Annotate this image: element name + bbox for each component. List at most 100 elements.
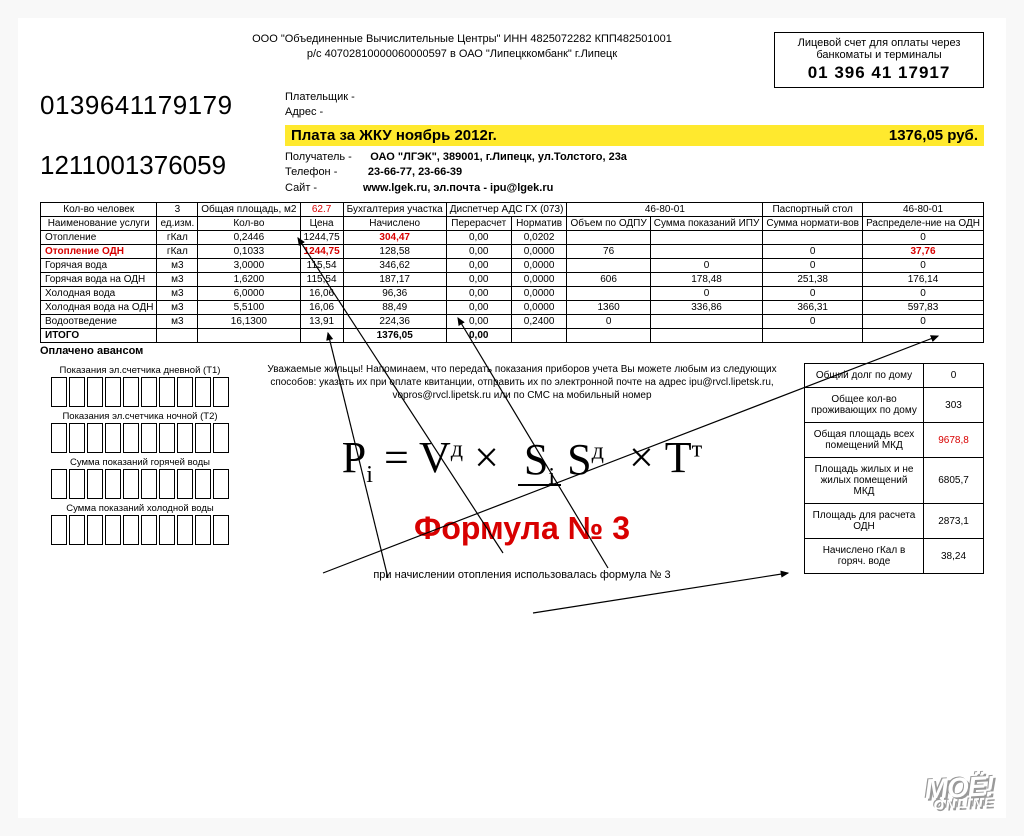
table-row: Водоотведением316,130013,91224,360,000,2… [41, 315, 984, 329]
meter-cell[interactable] [159, 423, 175, 453]
meter-cell[interactable] [141, 469, 157, 499]
meter-cell[interactable] [87, 469, 103, 499]
side-row: Площадь для расчета ОДН2873,1 [805, 504, 984, 539]
cell-norm: 0,0202 [511, 231, 567, 245]
cell-name: Горячая вода [41, 259, 157, 273]
th-disp-v: 46-80-01 [567, 203, 763, 217]
meter-cell[interactable] [177, 377, 193, 407]
meter-cell[interactable] [105, 377, 121, 407]
meter-cell[interactable] [159, 515, 175, 545]
cell-name: Горячая вода на ОДН [41, 273, 157, 287]
meter-cell[interactable] [141, 515, 157, 545]
meter-cell[interactable] [69, 423, 85, 453]
meter-cell[interactable] [105, 515, 121, 545]
meter-cell[interactable] [123, 377, 139, 407]
account-box: Лицевой счет для оплаты через банкоматы … [774, 32, 984, 88]
cell-name: Холодная вода на ОДН [41, 301, 157, 315]
meter-cell[interactable] [69, 377, 85, 407]
cell-ipu: 0 [650, 259, 763, 273]
col-6: Норматив [511, 217, 567, 231]
meter-hot-label: Сумма показаний горячей воды [40, 457, 240, 468]
total-label: ИТОГО [41, 329, 157, 343]
cell-odpu [567, 287, 650, 301]
phone-label: Телефон - [285, 166, 337, 178]
meter-cell[interactable] [159, 469, 175, 499]
meters-block: Показания эл.счетчика дневной (Т1) Показ… [40, 363, 240, 581]
meter-cell[interactable] [177, 515, 193, 545]
cell-unit: гКал [157, 245, 198, 259]
meter-cell[interactable] [213, 423, 229, 453]
org-block: ООО "Объединенные Вычислительные Центры"… [40, 32, 774, 88]
meter-cell[interactable] [123, 423, 139, 453]
cell-price: 115,54 [300, 259, 343, 273]
cell-charged: 128,58 [343, 245, 446, 259]
cell-unit: м3 [157, 273, 198, 287]
meter-cell[interactable] [123, 469, 139, 499]
meter-cell[interactable] [69, 469, 85, 499]
cell-qty: 1,6200 [198, 273, 300, 287]
cell-charged: 96,36 [343, 287, 446, 301]
meter-cell[interactable] [87, 515, 103, 545]
cell-odpu: 1360 [567, 301, 650, 315]
cell-norm: 0,0000 [511, 287, 567, 301]
side-label: Площадь жилых и не жилых помещений МКД [805, 458, 924, 504]
meter-cell[interactable] [51, 377, 67, 407]
recipient-block: Получатель - ОАО "ЛГЭК", 389001, г.Липец… [285, 150, 984, 196]
meter-cell[interactable] [141, 377, 157, 407]
cell-qty: 16,1300 [198, 315, 300, 329]
meter-cell[interactable] [213, 469, 229, 499]
meter-cell[interactable] [51, 469, 67, 499]
cell-odn: 176,14 [863, 273, 984, 287]
cell-charged: 224,36 [343, 315, 446, 329]
cell-recalc: 0,00 [446, 287, 511, 301]
cell-unit: м3 [157, 259, 198, 273]
meter-cell[interactable] [195, 377, 211, 407]
cell-snorm: 0 [763, 259, 863, 273]
meter-cell[interactable] [159, 377, 175, 407]
meter-cell[interactable] [105, 423, 121, 453]
th-area-v: 62.7 [300, 203, 343, 217]
meter-cell[interactable] [177, 469, 193, 499]
meter-cell[interactable] [195, 423, 211, 453]
meter-cell[interactable] [51, 515, 67, 545]
meter-cell[interactable] [195, 515, 211, 545]
cell-price: 1244,75 [300, 231, 343, 245]
meter-cell[interactable] [141, 423, 157, 453]
formula-title: Формула № 3 [248, 510, 796, 547]
col-5: Перерасчет [446, 217, 511, 231]
cell-snorm: 0 [763, 287, 863, 301]
table-row: Холодная водам36,000016,0696,360,000,000… [41, 287, 984, 301]
side-row: Общий долг по дому0 [805, 364, 984, 388]
cell-snorm: 0 [763, 315, 863, 329]
cell-ipu [650, 315, 763, 329]
charges-table: Кол-во человек 3 Общая площадь, м2 62.7 … [40, 202, 984, 343]
meter-cell[interactable] [87, 423, 103, 453]
meter-cell[interactable] [213, 515, 229, 545]
period-title: Плата за ЖКУ ноябрь 2012г. [291, 127, 497, 144]
side-label: Начислено гКал в горяч. воде [805, 539, 924, 574]
header-row-1: Кол-во человек 3 Общая площадь, м2 62.7 … [41, 203, 984, 217]
col-7: Объем по ОДПУ [567, 217, 650, 231]
meter-cell[interactable] [213, 377, 229, 407]
meter-cell[interactable] [177, 423, 193, 453]
cell-odn: 0 [863, 287, 984, 301]
meter-cell[interactable] [105, 469, 121, 499]
cell-name: Отопление ОДН [41, 245, 157, 259]
cell-odpu [567, 259, 650, 273]
th-ph: 46-80-01 [863, 203, 984, 217]
meter-cell[interactable] [195, 469, 211, 499]
side-row: Начислено гКал в горяч. воде38,24 [805, 539, 984, 574]
cell-unit: м3 [157, 287, 198, 301]
meter-cell[interactable] [51, 423, 67, 453]
cell-price: 115,54 [300, 273, 343, 287]
cell-charged: 88,49 [343, 301, 446, 315]
cell-odpu [567, 231, 650, 245]
cell-charged: 304,47 [343, 231, 446, 245]
meter-cell[interactable] [87, 377, 103, 407]
cell-snorm: 366,31 [763, 301, 863, 315]
meter-cell[interactable] [123, 515, 139, 545]
cell-name: Холодная вода [41, 287, 157, 301]
col-4: Начислено [343, 217, 446, 231]
side-value: 2873,1 [924, 504, 984, 539]
meter-cell[interactable] [69, 515, 85, 545]
